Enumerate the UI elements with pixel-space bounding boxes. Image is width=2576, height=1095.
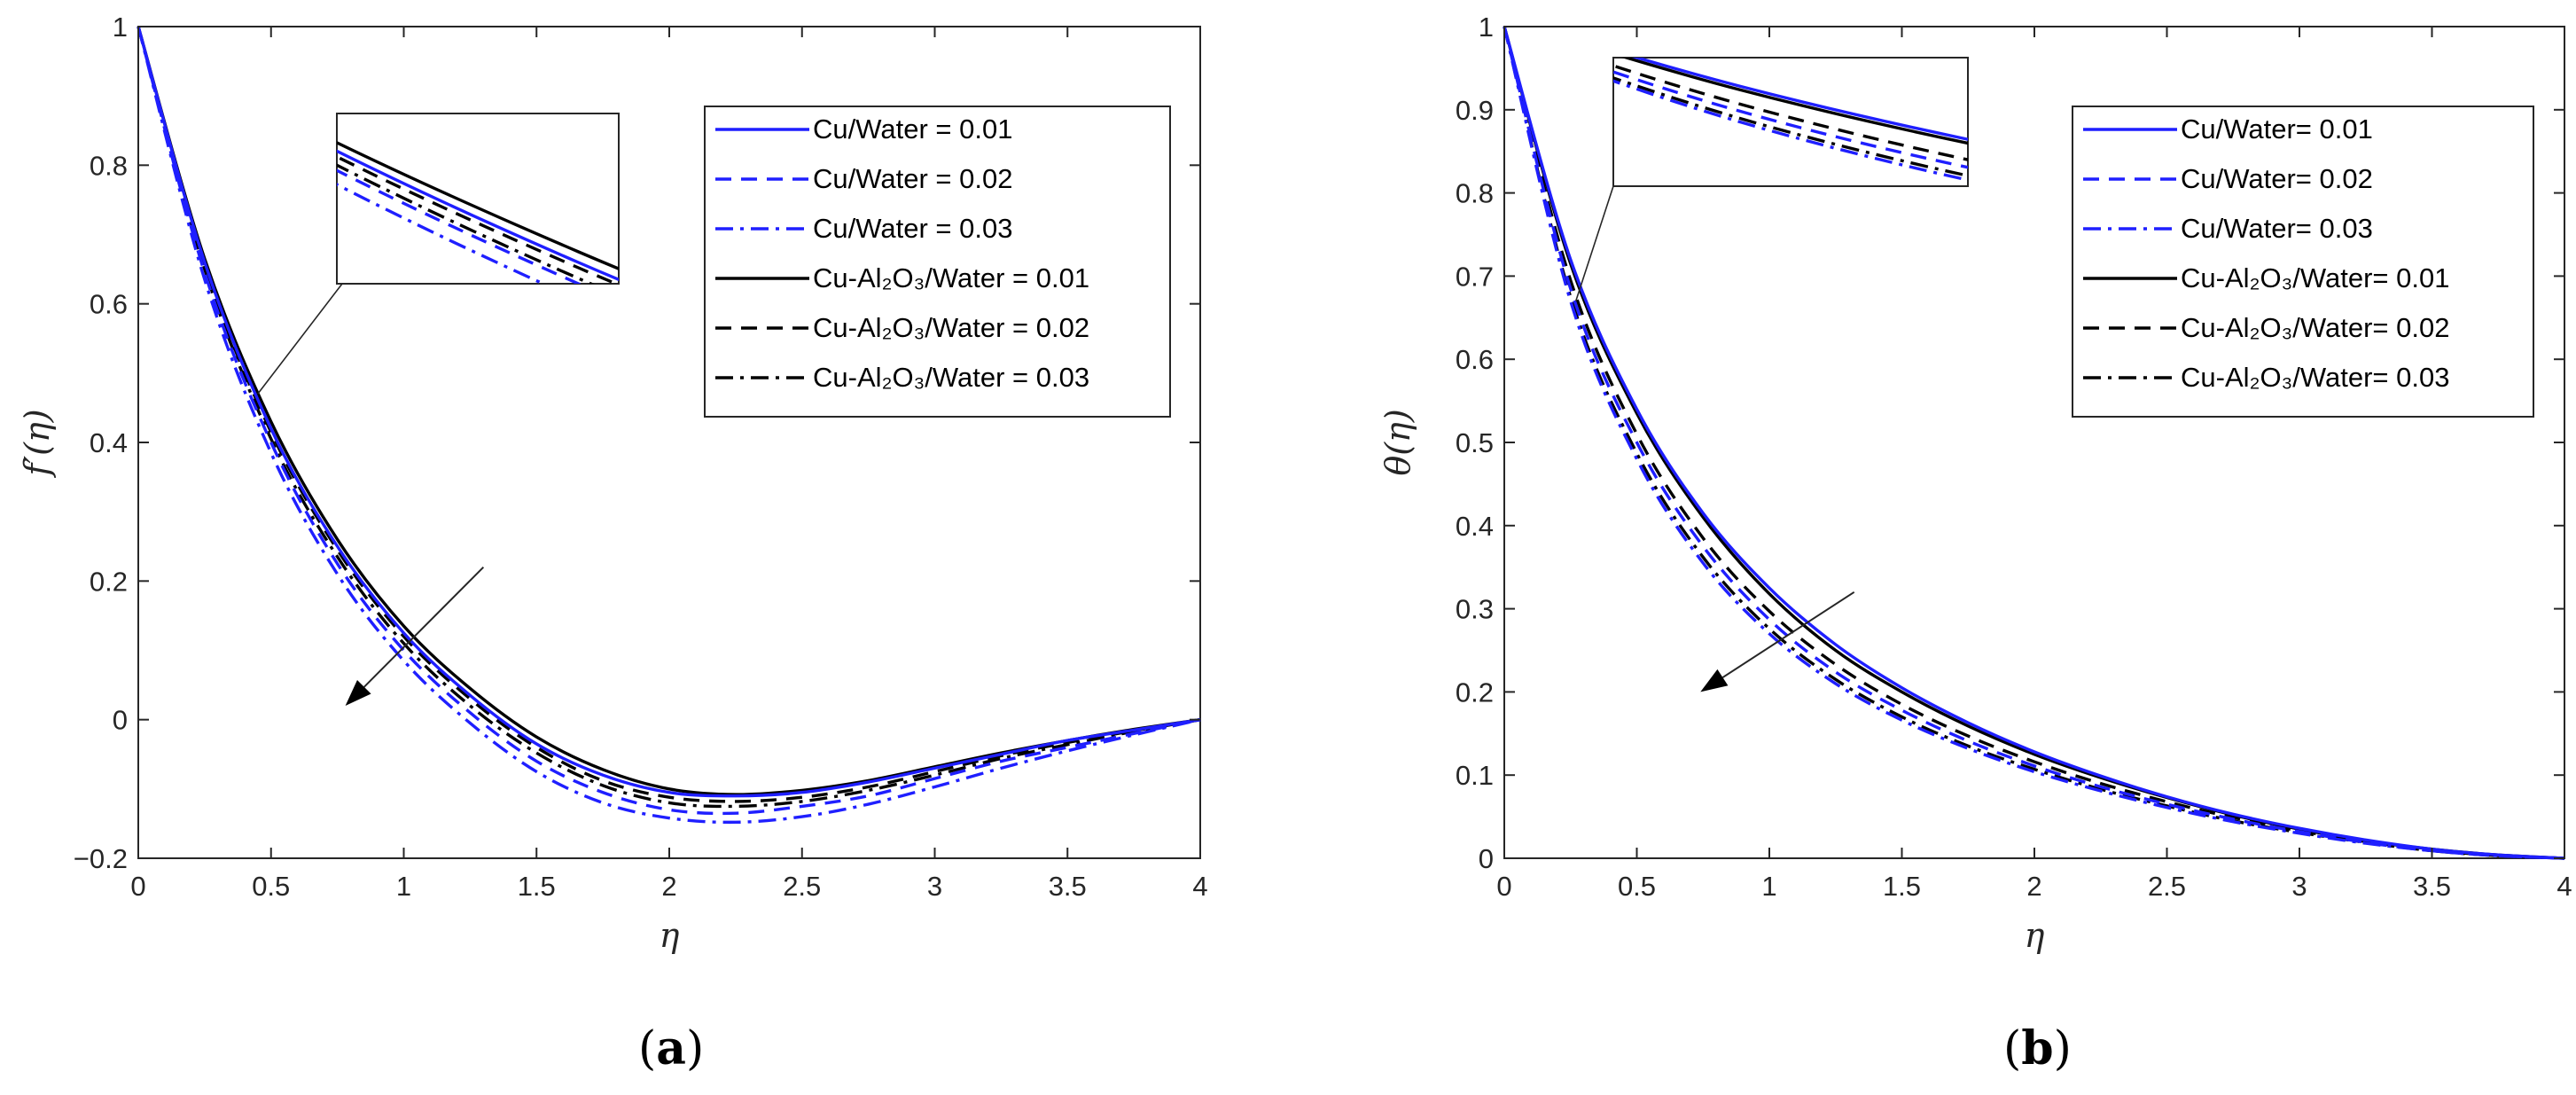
x-tick-label: 2.5	[2148, 871, 2186, 902]
trend-arrow-head	[1700, 669, 1729, 692]
y-tick-label: 0.3	[1456, 594, 1494, 625]
legend-label-4: Cu-Al₂O₃/Water = 0.01	[813, 262, 1089, 293]
x-tick-label: 4	[1192, 871, 1207, 902]
legend-label-3: Cu/Water= 0.03	[2181, 213, 2373, 244]
legend-label-6: Cu-Al₂O₃/Water = 0.03	[813, 362, 1089, 393]
legend-label-3: Cu/Water = 0.03	[813, 213, 1012, 244]
x-tick-label: 2	[2026, 871, 2041, 902]
x-tick-label: 3.5	[2413, 871, 2451, 902]
y-tick-label: −0.2	[74, 843, 128, 874]
inset-connector	[1574, 185, 1614, 301]
y-axis-label: θ(η)	[1378, 409, 1417, 475]
y-tick-label: 0.4	[1456, 511, 1494, 542]
y-tick-label: 0.6	[1456, 344, 1494, 375]
legend-label-5: Cu-Al₂O₃/Water= 0.02	[2181, 312, 2449, 343]
y-tick-label: 0.1	[1456, 760, 1494, 791]
trend-arrow-shaft	[1721, 591, 1855, 678]
y-tick-label: 0	[113, 705, 128, 736]
legend-box	[704, 106, 1171, 418]
legend-label-6: Cu-Al₂O₃/Water= 0.03	[2181, 362, 2449, 393]
y-tick-label: 0.5	[1456, 427, 1494, 458]
legend-label-1: Cu/Water= 0.01	[2181, 113, 2373, 145]
x-tick-label: 2.5	[783, 871, 821, 902]
x-tick-label: 1	[396, 871, 411, 902]
inset-box	[1612, 57, 1969, 187]
y-tick-label: 0.2	[90, 566, 128, 597]
legend-label-4: Cu-Al₂O₃/Water= 0.01	[2181, 262, 2449, 293]
legend-label-1: Cu/Water = 0.01	[813, 113, 1012, 145]
x-tick-label: 0.5	[252, 871, 290, 902]
y-tick-label: 0.2	[1456, 677, 1494, 708]
x-tick-label: 1	[1761, 871, 1776, 902]
legend-label-5: Cu-Al₂O₃/Water = 0.02	[813, 312, 1089, 343]
panel-label: (a)	[638, 1021, 704, 1075]
series-line-2	[137, 26, 1201, 816]
x-tick-label: 0.5	[1618, 871, 1656, 902]
x-tick-label: 0	[130, 871, 145, 902]
legend-label-2: Cu/Water = 0.02	[813, 163, 1012, 194]
y-tick-label: 0.7	[1456, 261, 1494, 292]
y-tick-label: 0.8	[90, 150, 128, 181]
x-axis-label: η	[2025, 916, 2045, 955]
trend-arrow-shaft	[363, 566, 485, 688]
legend-label-2: Cu/Water= 0.02	[2181, 163, 2373, 194]
chart-panel-b: 0 0.5 1 1.5 2 2.5 3 3.5 4 0 0.1 0.2 0.3 0.4 0.5 0.6 0.7 0…	[1378, 12, 2572, 1075]
inset-connector	[257, 283, 343, 395]
y-tick-label: 1	[113, 12, 128, 43]
x-tick-label: 4	[2556, 871, 2572, 902]
series-line-5	[1503, 26, 2565, 860]
x-tick-label: 3.5	[1049, 871, 1087, 902]
x-axis-label: η	[660, 916, 680, 955]
y-tick-label: 0.4	[90, 427, 128, 458]
series-line-1	[137, 26, 1201, 798]
x-tick-label: 2	[661, 871, 676, 902]
y-tick-label: 0.8	[1456, 178, 1494, 209]
inset-box	[336, 113, 620, 285]
x-tick-label: 1.5	[1883, 871, 1921, 902]
series-line-1	[1503, 26, 2565, 860]
series-line-2	[1503, 26, 2565, 860]
y-tick-label: 1	[1479, 12, 1494, 43]
y-tick-label: 0.6	[90, 289, 128, 320]
x-tick-label: 1.5	[518, 871, 556, 902]
legend-box	[2072, 106, 2534, 418]
series-line-6	[1503, 26, 2565, 860]
y-axis-label: f′(η)	[18, 409, 57, 478]
trend-arrow-head	[345, 680, 371, 707]
x-tick-label: 0	[1496, 871, 1511, 902]
series-line-3	[1503, 26, 2565, 860]
series-line-3	[137, 26, 1201, 825]
x-tick-label: 3	[2291, 871, 2307, 902]
y-tick-label: 0	[1479, 843, 1494, 874]
x-tick-label: 3	[927, 871, 942, 902]
panel-label: (b)	[2003, 1021, 2072, 1075]
y-tick-label: 0.9	[1456, 95, 1494, 126]
